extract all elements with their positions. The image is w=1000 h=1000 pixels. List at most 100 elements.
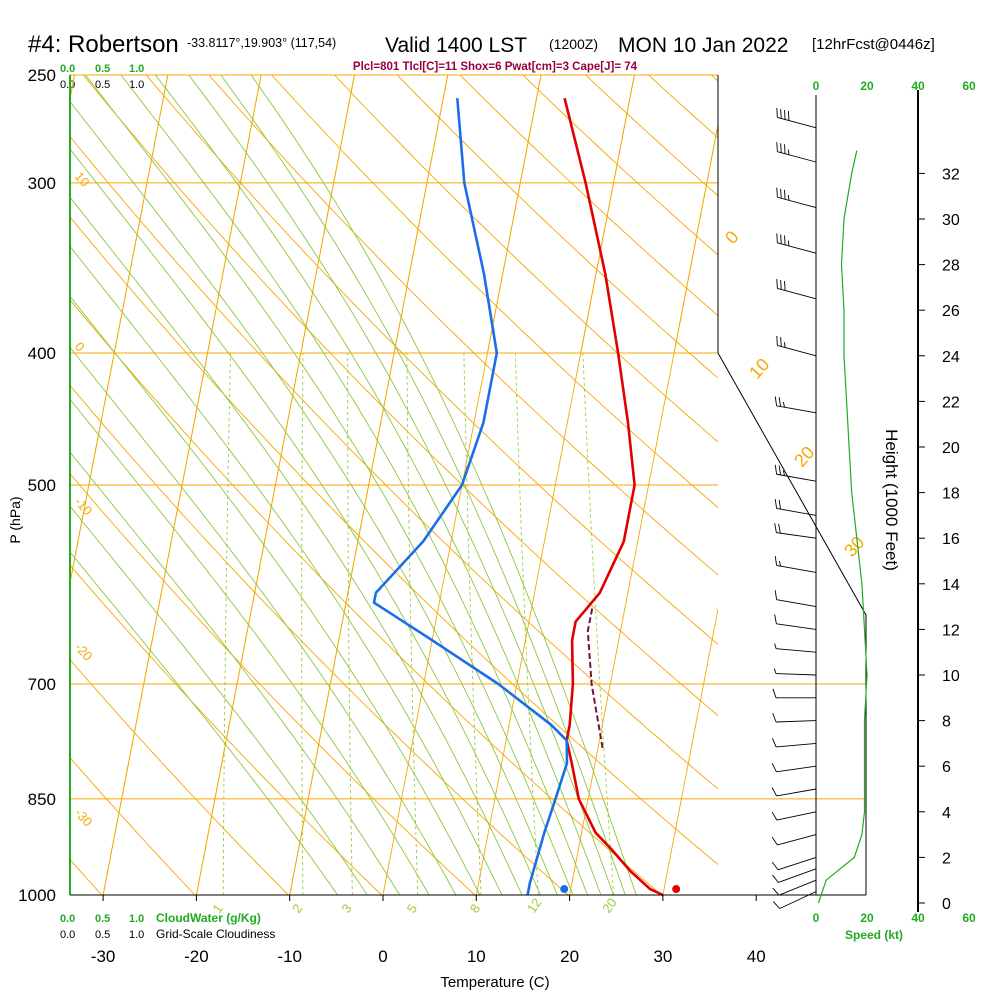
moist-adiabat-line bbox=[70, 398, 430, 895]
wind-layer bbox=[771, 107, 868, 909]
wind-barb-staff bbox=[776, 673, 817, 676]
speed-tick-top-0: 0 bbox=[813, 79, 820, 93]
wind-barb-staff bbox=[776, 742, 817, 748]
dry-adiabat-line bbox=[0, 75, 8, 895]
sounding-layer bbox=[372, 97, 681, 897]
moist-adiabat-line bbox=[250, 75, 637, 895]
isotherms-upper bbox=[487, 75, 1000, 895]
wind-barb-flag bbox=[772, 688, 777, 698]
dry-adiabat-line bbox=[83, 75, 718, 717]
wind-barb-half bbox=[787, 194, 790, 201]
wind-barb-flag bbox=[776, 187, 778, 198]
moist-adiabat-line bbox=[70, 100, 558, 895]
x-tick-label: 20 bbox=[560, 947, 579, 966]
dry-adiabat-line bbox=[962, 75, 1000, 895]
wind-barb bbox=[772, 868, 817, 883]
height-tick-label: 18 bbox=[942, 486, 960, 503]
x-tick-label: -30 bbox=[91, 947, 116, 966]
wind-barb-staff bbox=[776, 473, 817, 482]
wind-barb bbox=[772, 891, 817, 909]
temperature-line bbox=[563, 97, 664, 897]
isotherm-line bbox=[580, 75, 635, 353]
wind-barb bbox=[774, 643, 817, 653]
isotherm-line bbox=[673, 122, 718, 353]
dry-adiabat-line bbox=[145, 75, 718, 645]
mixing-ratio-label: 5 bbox=[404, 901, 420, 916]
wind-barb-flag bbox=[774, 499, 778, 509]
wind-barb bbox=[776, 107, 817, 129]
height-tick-label: 26 bbox=[942, 303, 960, 320]
mixing-ratio-line bbox=[301, 352, 304, 895]
isotherm-line bbox=[487, 75, 542, 353]
moist-adiabat-line bbox=[70, 451, 401, 895]
wind-barb-flag bbox=[774, 614, 777, 624]
moist-adiabat-line bbox=[120, 75, 588, 895]
wind-barb bbox=[774, 523, 817, 539]
wind-barb-staff bbox=[778, 868, 817, 883]
mixing-ratio-label: 8 bbox=[467, 901, 483, 916]
isotherm-line bbox=[850, 75, 1000, 895]
wind-barb-flag bbox=[771, 836, 778, 846]
wind-barb-staff bbox=[777, 288, 817, 300]
wind-barb-half bbox=[787, 240, 790, 247]
wind-barb-flag bbox=[772, 874, 779, 883]
wind-barb bbox=[776, 335, 817, 357]
moist-adiabat-line bbox=[70, 245, 503, 895]
cloudiness-scale-bottom-05: 0.5 bbox=[95, 929, 110, 941]
wind-barb-flag bbox=[771, 738, 777, 748]
dry-adiabat-line bbox=[70, 473, 476, 895]
moist-adiabat-line bbox=[70, 196, 523, 895]
dry-adiabat-label: -30 bbox=[72, 805, 96, 829]
wind-barb-staff bbox=[777, 242, 817, 254]
wind-barb-flag bbox=[774, 464, 778, 475]
wind-barb-flag bbox=[780, 108, 782, 119]
wind-barb-flag bbox=[772, 901, 781, 909]
wind-barb-flag bbox=[771, 861, 779, 871]
x-tick-label: 10 bbox=[467, 947, 486, 966]
valid-date: MON 10 Jan 2022 bbox=[618, 34, 788, 57]
isotherm-label: 10 bbox=[745, 354, 773, 382]
p-tick-label: 300 bbox=[28, 174, 56, 193]
height-tick-label: 32 bbox=[942, 166, 960, 183]
height-tick-label: 10 bbox=[942, 668, 960, 685]
dry-adiabat-line bbox=[70, 216, 718, 866]
mixing-ratio-label: 2 bbox=[289, 901, 305, 916]
height-tick-label: 6 bbox=[942, 759, 951, 776]
mixing-ratio-label: 20 bbox=[599, 895, 620, 915]
height-tick-label: 28 bbox=[942, 258, 960, 275]
wind-barb-flag bbox=[780, 279, 782, 290]
height-tick-label: 16 bbox=[942, 531, 960, 548]
surface-dewpoint-marker bbox=[560, 885, 569, 894]
station-coords: -33.8117°,19.903° (117,54) bbox=[187, 36, 336, 50]
moist-adiabat-line bbox=[220, 75, 626, 895]
wind-barb-staff bbox=[777, 151, 817, 163]
x-tick-label: 40 bbox=[747, 947, 766, 966]
height-tick-label: 22 bbox=[942, 394, 960, 411]
cloudwater-scale-bottom-05: 0.5 bbox=[95, 913, 110, 925]
cloudwater-label: CloudWater (g/Kg) bbox=[156, 911, 261, 925]
dry-adiabat-label: 10 bbox=[72, 169, 93, 190]
wind-barb bbox=[771, 787, 817, 797]
cloudwater-scale-0: 0.0 bbox=[60, 63, 75, 75]
wind-barb bbox=[771, 763, 817, 773]
wind-barb-staff bbox=[777, 117, 817, 129]
wind-barb-staff bbox=[779, 891, 817, 909]
cloudiness-label: Grid-Scale Cloudiness bbox=[156, 927, 275, 941]
dry-adiabat-line bbox=[70, 757, 196, 895]
wind-barb bbox=[771, 811, 817, 821]
wind-barb-flag bbox=[774, 396, 778, 406]
wind-barb-staff bbox=[776, 788, 817, 797]
wind-barb-staff bbox=[776, 532, 817, 539]
moist-adiabat-line bbox=[70, 505, 368, 895]
stability-indices: Plcl=801 Tlcl[C]=11 Shox=6 Pwat[cm]=3 Ca… bbox=[353, 61, 638, 73]
dry-adiabat-label: -10 bbox=[72, 494, 96, 518]
moist-adiabat-line bbox=[70, 346, 457, 895]
dry-adiabat-line bbox=[70, 384, 569, 895]
wind-barb-staff bbox=[777, 856, 817, 871]
wind-barb-half bbox=[782, 470, 785, 476]
speed-tick-top-40: 40 bbox=[911, 79, 925, 93]
cloudiness-scale-05: 0.5 bbox=[95, 79, 110, 91]
wind-barb-flag bbox=[771, 787, 778, 797]
